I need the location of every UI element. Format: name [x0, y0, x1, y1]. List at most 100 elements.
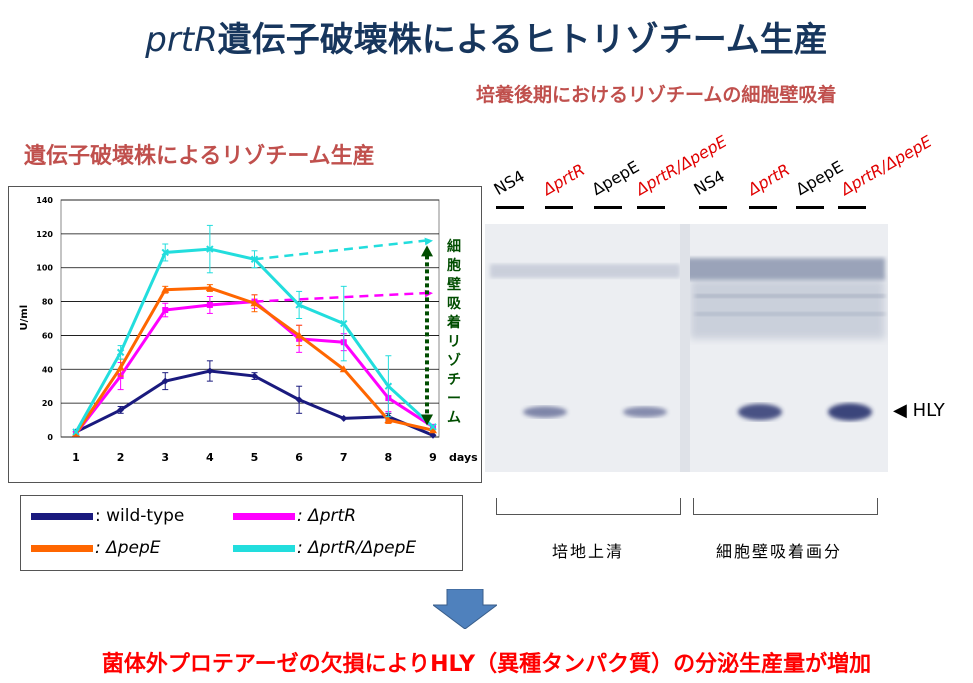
- x-tick-label: 3: [161, 451, 169, 464]
- legend-swatch: [31, 512, 93, 520]
- data-point: [206, 367, 214, 375]
- line-chart: 0 20 40 60 80 100 120 140 1 2 3 4 5 6 7 8 9 days U/ml 細胞壁吸着…: [19, 196, 478, 464]
- data-point: [161, 377, 169, 385]
- group-bracket-supernatant: [496, 498, 681, 515]
- data-point: [161, 248, 169, 257]
- legend-item-prtR-pepE: : ΔprtR/ΔpepE: [233, 538, 416, 558]
- legend-swatch: [31, 544, 93, 552]
- data-point: [117, 406, 125, 414]
- data-point: [429, 431, 437, 439]
- hly-band: [523, 406, 567, 418]
- down-arrow-icon: [433, 589, 497, 629]
- gel-svg: [485, 224, 888, 472]
- hly-band: [623, 406, 667, 418]
- legend-item-prtR: : ΔprtR: [233, 506, 356, 526]
- y-tick-label: 120: [36, 230, 53, 239]
- lane-marker: [496, 206, 524, 209]
- data-point: [340, 414, 348, 422]
- y-tick-label: 80: [42, 298, 54, 307]
- y-axis-label: U/ml: [19, 305, 30, 331]
- x-tick-label: 4: [206, 451, 214, 464]
- annotation-arrowhead-down: [421, 414, 433, 426]
- hly-marker-label: HLY: [912, 400, 945, 421]
- slide-title: prtR遺伝子破壊株によるヒトリゾチーム生産: [0, 12, 973, 61]
- legend-label: : ΔpepE: [95, 538, 161, 558]
- annotation-text: 細胞壁吸着リゾチーム: [446, 238, 462, 426]
- lane-label-3: ΔpepE: [588, 156, 643, 199]
- hly-bands: [523, 403, 872, 421]
- legend-swatch: [233, 544, 295, 552]
- lane-label-2: ΔprtR: [539, 160, 589, 199]
- x-axis-label: days: [449, 451, 478, 464]
- title-gene-name: prtR: [145, 20, 218, 60]
- data-point: [384, 382, 393, 390]
- lane-marker: [637, 206, 665, 209]
- projection-line: [254, 239, 426, 261]
- annotation-arrowhead-up: [421, 245, 433, 257]
- lane-label-1: NS4: [490, 166, 528, 199]
- chart-legend: : wild-type : ΔprtR : ΔpepE : ΔprtR/Δpep…: [20, 495, 463, 571]
- data-point: [206, 245, 214, 253]
- lane-marker: [594, 206, 622, 209]
- data-point: [295, 396, 303, 404]
- data-point: [205, 284, 214, 292]
- data-point: [116, 348, 125, 357]
- data-point: [384, 416, 393, 424]
- lane-marker: [699, 206, 727, 209]
- data-point: [295, 301, 303, 309]
- chart-subtitle: 遺伝子破壊株によるリゾチーム生産: [24, 144, 375, 169]
- title-text: 遺伝子破壊株によるヒトリゾチーム生産: [217, 20, 828, 60]
- y-tick-label: 140: [36, 196, 53, 205]
- x-tick-label: 8: [385, 451, 393, 464]
- data-point: [162, 307, 169, 314]
- group-label-cellwall: 細胞壁吸着画分: [716, 542, 843, 561]
- projection-line: [254, 291, 426, 303]
- x-tick-label: 6: [295, 451, 303, 464]
- data-point: [340, 319, 348, 328]
- data-point: [250, 299, 259, 307]
- data-point: [161, 285, 170, 293]
- data-point: [339, 365, 348, 373]
- lane-label-5: NS4: [690, 166, 728, 199]
- legend-label: : ΔprtR/ΔpepE: [297, 538, 417, 558]
- data-point: [206, 301, 213, 308]
- lane-marker: [838, 206, 866, 209]
- y-tick-label: 40: [42, 365, 54, 374]
- data-point: [295, 331, 304, 339]
- legend-label: : ΔprtR: [297, 506, 357, 526]
- projection-arrowhead: [424, 237, 433, 246]
- gel-subtitle: 培養後期におけるリゾチームの細胞壁吸着: [476, 84, 837, 106]
- y-tick-label: 20: [42, 399, 54, 408]
- data-point: [72, 428, 80, 436]
- y-tick-label: 0: [47, 433, 53, 442]
- conclusion-text: 菌体外プロテアーゼの欠損によりHLY（異種タンパク質）の分泌生産量が増加: [101, 652, 872, 677]
- data-point: [116, 363, 125, 371]
- data-point: [429, 423, 437, 431]
- lane-marker: [749, 206, 777, 209]
- x-tick-label: 9: [429, 451, 437, 464]
- hly-band: [828, 403, 872, 421]
- x-tick-label: 2: [117, 451, 125, 464]
- x-tick-label: 7: [340, 451, 348, 464]
- legend-label: : wild-type: [95, 506, 185, 526]
- plot-area: [60, 199, 440, 438]
- legend-swatch: [233, 512, 295, 520]
- hly-band: [738, 403, 782, 421]
- y-tick-label: 100: [36, 264, 53, 273]
- lane-label-8: ΔprtR/ΔpepE: [837, 131, 936, 199]
- lane-label-7: ΔpepE: [792, 156, 847, 199]
- chart-frame: 0 20 40 60 80 100 120 140 1 2 3 4 5 6 7 8 9 days U/ml 細胞壁吸着…: [8, 186, 482, 483]
- triangle-left-icon: ◀: [893, 400, 907, 421]
- x-tick-label: 1: [72, 451, 80, 464]
- data-point: [429, 426, 437, 434]
- group-label-supernatant: 培地上清: [552, 542, 625, 561]
- legend-item-pepE: : ΔpepE: [31, 538, 161, 558]
- data-point: [251, 372, 258, 380]
- gel-image: [485, 224, 888, 472]
- hly-marker: ◀ HLY: [893, 400, 945, 421]
- group-bracket-cellwall: [693, 498, 878, 515]
- lane-marker: [796, 206, 824, 209]
- y-tick-label: 60: [42, 331, 54, 340]
- lane-marker: [545, 206, 573, 209]
- lane-label-6: ΔprtR: [744, 160, 794, 199]
